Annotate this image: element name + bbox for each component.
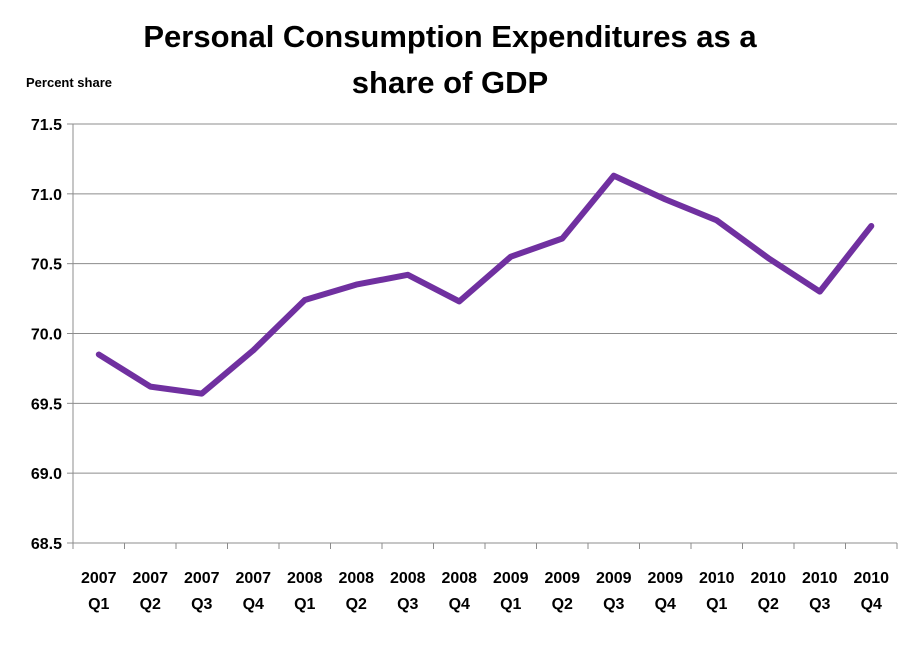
- data-point-0-0: [96, 351, 102, 357]
- x-tick-label-year-8: 2009: [493, 570, 529, 587]
- y-tick-label-4: 70.5: [31, 257, 62, 274]
- x-tick-label-year-7: 2008: [441, 570, 477, 587]
- x-tick-label-quarter-1: Q2: [140, 596, 161, 613]
- chart-title-line-1: Personal Consumption Expenditures as a: [143, 19, 757, 54]
- x-tick-label-year-5: 2008: [338, 570, 374, 587]
- chart-title: Personal Consumption Expenditures as a s…: [100, 14, 800, 106]
- data-point-0-8: [508, 254, 514, 260]
- x-tick-label-quarter-11: Q4: [655, 596, 676, 613]
- data-point-0-11: [662, 196, 668, 202]
- data-point-0-6: [405, 272, 411, 278]
- x-tick-label-year-2: 2007: [184, 570, 220, 587]
- y-tick-label-2: 69.5: [31, 396, 62, 413]
- x-tick-label-year-3: 2007: [235, 570, 271, 587]
- y-axis-label: Percent share: [26, 75, 112, 90]
- x-tick-label-year-0: 2007: [81, 570, 117, 587]
- x-tick-label-year-11: 2009: [647, 570, 683, 587]
- y-tick-labels: 68.5 69.0 69.5 70.0 70.5 71.0 71.5: [31, 117, 62, 553]
- x-tick-label-quarter-14: Q3: [809, 596, 830, 613]
- data-point-0-5: [353, 282, 359, 288]
- data-point-0-15: [868, 223, 874, 229]
- y-tick-label-6: 71.5: [31, 117, 62, 134]
- x-tick-label-year-13: 2010: [750, 570, 786, 587]
- x-tick-label-year-15: 2010: [853, 570, 889, 587]
- data-point-0-14: [817, 289, 823, 295]
- data-point-0-4: [302, 297, 308, 303]
- data-point-0-1: [147, 384, 153, 390]
- x-tick-label-quarter-8: Q1: [500, 596, 521, 613]
- x-tick-label-quarter-6: Q3: [397, 596, 418, 613]
- x-tick-label-quarter-9: Q2: [552, 596, 573, 613]
- chart-title-line-2: share of GDP: [351, 65, 549, 100]
- x-tick-label-quarter-3: Q4: [243, 596, 264, 613]
- gridlines: [73, 123, 897, 474]
- data-point-0-12: [714, 217, 720, 223]
- x-tick-label-year-4: 2008: [287, 570, 323, 587]
- data-point-0-13: [765, 255, 771, 261]
- x-tick-label-year-9: 2009: [544, 570, 580, 587]
- y-tick-label-1: 69.0: [31, 466, 62, 483]
- data-point-0-3: [250, 347, 256, 353]
- x-tick-label-quarter-10: Q3: [603, 596, 624, 613]
- data-point-0-9: [559, 236, 565, 242]
- x-tick-label-quarter-7: Q4: [449, 596, 470, 613]
- x-tick-label-year-10: 2009: [596, 570, 632, 587]
- data-point-0-2: [199, 391, 205, 397]
- x-tick-label-quarter-0: Q1: [88, 596, 109, 613]
- x-tick-label-quarter-2: Q3: [191, 596, 212, 613]
- axes: [67, 123, 898, 549]
- x-tick-label-year-1: 2007: [132, 570, 168, 587]
- x-tick-label-year-6: 2008: [390, 570, 426, 587]
- data-point-0-10: [611, 173, 617, 179]
- y-tick-label-5: 71.0: [31, 187, 62, 204]
- x-tick-label-quarter-4: Q1: [294, 596, 315, 613]
- y-tick-label-3: 70.0: [31, 327, 62, 344]
- x-tick-labels: 2007 Q1 2007 Q2 2007 Q3 2007 Q4 2008 Q1 2008 Q2 2008…: [81, 570, 889, 613]
- x-tick-label-quarter-15: Q4: [861, 596, 882, 613]
- x-tick-label-quarter-13: Q2: [758, 596, 779, 613]
- x-tick-label-year-12: 2010: [699, 570, 735, 587]
- x-tick-label-quarter-5: Q2: [346, 596, 367, 613]
- x-tick-label-year-14: 2010: [802, 570, 838, 587]
- y-tick-label-0: 68.5: [31, 536, 62, 553]
- x-tick-label-quarter-12: Q1: [706, 596, 727, 613]
- data-point-0-7: [456, 298, 462, 304]
- series-line-0: [95, 172, 875, 397]
- series-group: [95, 172, 875, 397]
